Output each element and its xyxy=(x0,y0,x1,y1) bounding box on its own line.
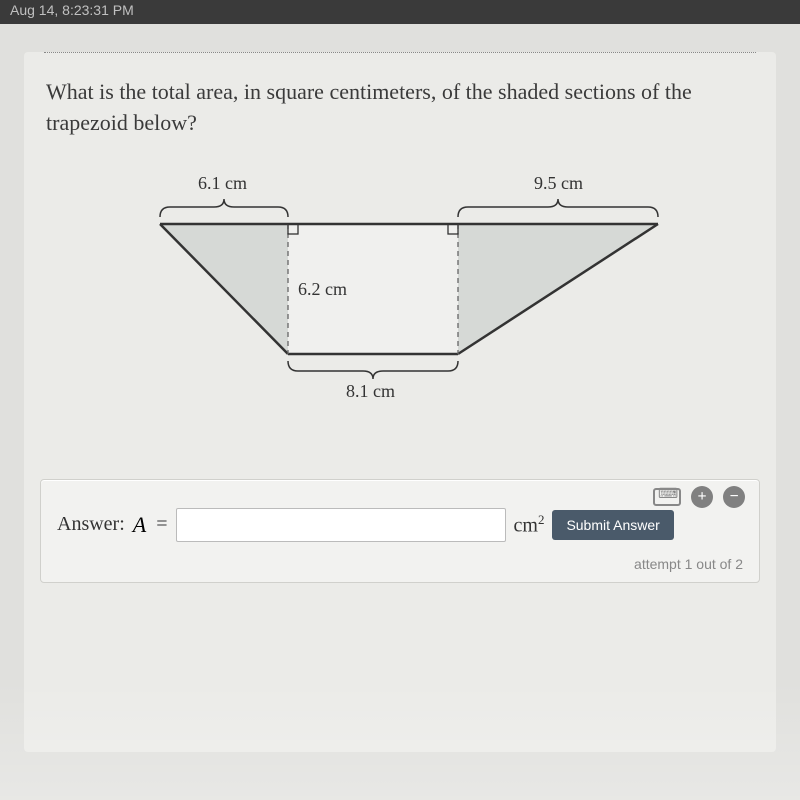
answer-box: + − Answer: A = cm2 Submit Answer attemp… xyxy=(40,479,760,583)
minus-icon[interactable]: − xyxy=(723,486,745,508)
header-timestamp: Aug 14, 8:23:31 PM xyxy=(0,0,800,24)
attempt-text: attempt 1 out of 2 xyxy=(57,556,743,572)
label-height: 6.2 cm xyxy=(298,279,347,300)
submit-button[interactable]: Submit Answer xyxy=(552,510,673,540)
tool-icons: + − xyxy=(653,486,745,508)
trapezoid-diagram: 6.1 cm 9.5 cm 6.2 cm 8.1 cm xyxy=(40,179,760,459)
keyboard-icon[interactable] xyxy=(653,488,681,506)
answer-variable: A xyxy=(133,512,146,538)
label-top-right: 9.5 cm xyxy=(534,173,583,194)
label-top-left: 6.1 cm xyxy=(198,173,247,194)
answer-equals: = xyxy=(156,513,167,536)
answer-input[interactable] xyxy=(176,508,506,542)
answer-unit: cm2 xyxy=(514,512,545,538)
plus-icon[interactable]: + xyxy=(691,486,713,508)
timestamp-text: Aug 14, 8:23:31 PM xyxy=(10,2,134,18)
answer-prefix: Answer: xyxy=(57,513,125,536)
answer-row: Answer: A = cm2 Submit Answer xyxy=(57,508,743,542)
content-area: What is the total area, in square centim… xyxy=(24,52,776,752)
label-bottom: 8.1 cm xyxy=(346,381,395,402)
question-text: What is the total area, in square centim… xyxy=(24,53,776,139)
trapezoid-svg xyxy=(90,179,730,409)
